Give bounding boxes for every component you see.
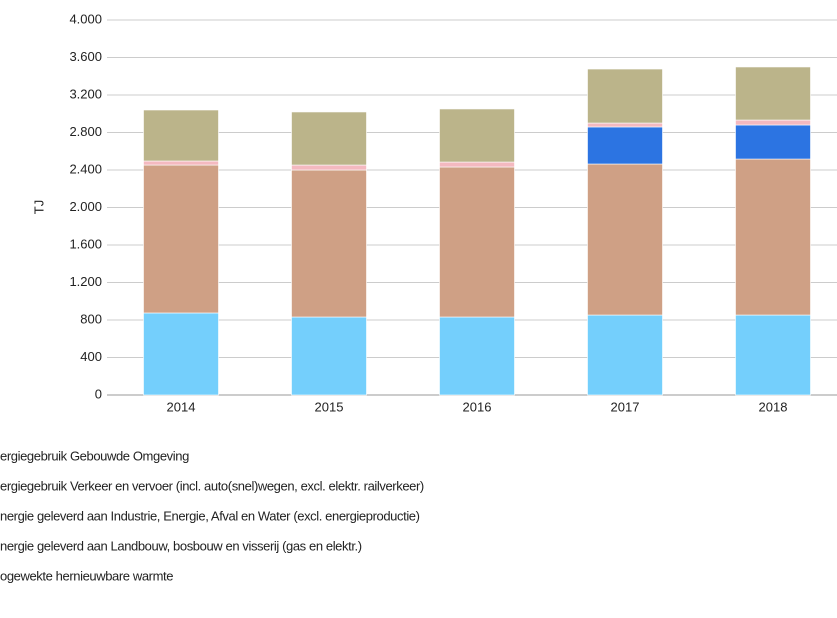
bar-segment [143, 160, 219, 166]
x-tick-label: 2017 [611, 399, 640, 414]
y-tick-label: 3.600 [69, 49, 102, 64]
bar-segment [735, 314, 811, 396]
bar-segment [735, 124, 811, 160]
bar-segment [143, 312, 219, 396]
y-tick-label: 3.200 [69, 86, 102, 101]
bar-segment [291, 111, 367, 166]
bar-segment [439, 108, 515, 163]
y-tick-label: 2.400 [69, 161, 102, 176]
bar-segment [735, 158, 811, 316]
legend-entry: nergie geleverd aan Landbouw, bosbouw en… [0, 538, 362, 553]
bar-segment [439, 166, 515, 318]
legend-entry: ergiegebruik Gebouwde Omgeving [0, 448, 189, 463]
y-axis-label: TJ [31, 200, 46, 214]
bar-segment [735, 119, 811, 126]
x-tick-label: 2016 [463, 399, 492, 414]
bar-segment [291, 164, 367, 171]
y-tick-label: 1.600 [69, 236, 102, 251]
bar-segment [439, 316, 515, 396]
bar-segment [587, 68, 663, 124]
x-tick-label: 2015 [315, 399, 344, 414]
legend-entry: nergie geleverd aan Industrie, Energie, … [0, 508, 420, 523]
bar-segment [735, 66, 811, 121]
legend-entry: ergiegebruik Verkeer en vervoer (incl. a… [0, 478, 424, 493]
y-tick-label: 2.800 [69, 124, 102, 139]
y-tick-label: 1.200 [69, 274, 102, 289]
bar-segment [291, 316, 367, 396]
legend-entry: ogewekte hernieuwbare warmte [0, 568, 173, 583]
bar-segment [439, 161, 515, 168]
bar-segment [587, 163, 663, 316]
y-tick-label: 800 [80, 311, 102, 326]
bar-segment [587, 122, 663, 128]
y-tick-label: 400 [80, 349, 102, 364]
bar-segment [587, 314, 663, 396]
bar-segment [143, 109, 219, 162]
bar-segment [587, 126, 663, 165]
y-tick-label: 2.000 [69, 199, 102, 214]
y-tick-label: 0 [95, 386, 102, 401]
x-tick-label: 2014 [167, 399, 196, 414]
bar-segment [143, 164, 219, 314]
bar-segment [291, 169, 367, 318]
x-tick-label: 2018 [759, 399, 788, 414]
y-tick-label: 4.000 [69, 11, 102, 26]
